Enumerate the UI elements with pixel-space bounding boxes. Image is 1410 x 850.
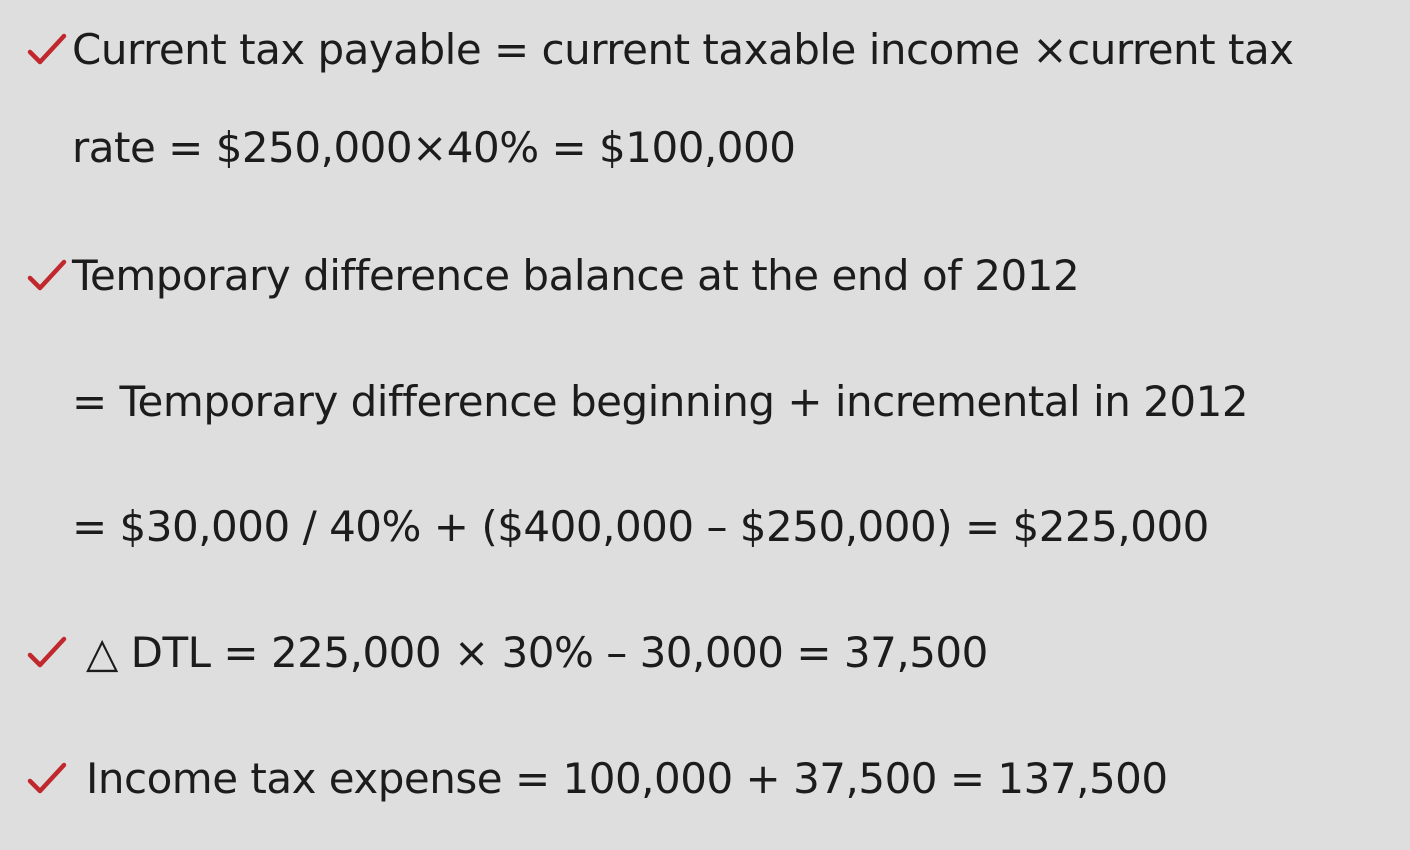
line-text: Current tax payable = current taxable in… xyxy=(72,25,1294,74)
check-icon xyxy=(26,632,68,674)
line-text: Temporary difference balance at the end … xyxy=(72,251,1080,300)
line-text: = $30,000 / 40% + ($400,000 – $250,000) … xyxy=(72,502,1209,551)
line-text: △ DTL = 225,000 × 30% – 30,000 = 37,500 xyxy=(86,628,988,677)
check-icon xyxy=(26,29,68,71)
line-text: = Temporary difference beginning + incre… xyxy=(72,377,1249,426)
line-text: rate = $250,000×40% = $100,000 xyxy=(72,123,796,172)
line-text: Income tax expense = 100,000 + 37,500 = … xyxy=(86,754,1168,803)
check-icon xyxy=(26,758,68,800)
check-icon xyxy=(26,255,68,297)
